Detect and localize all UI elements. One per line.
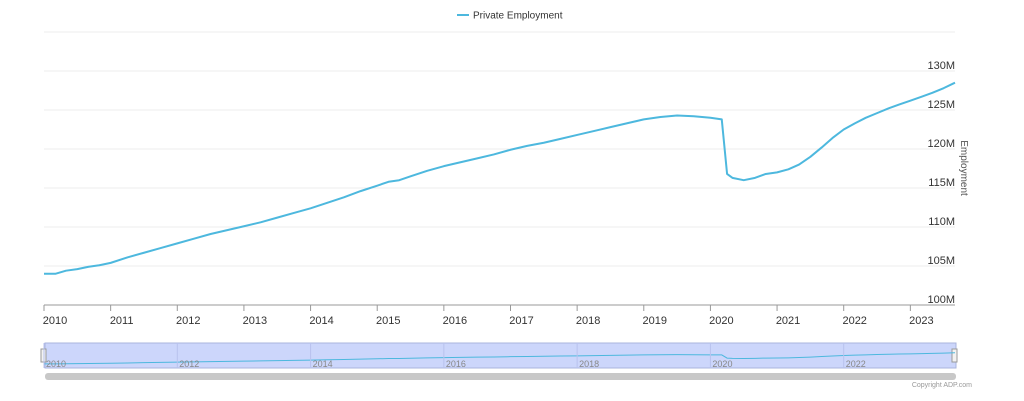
navigator-right-handle[interactable] [951,348,958,363]
x-tick-label: 2021 [776,315,800,327]
y-axis: 100M 105M 110M 115M 120M 125M 130M [927,60,955,306]
scrollbar[interactable] [45,373,956,380]
y-axis-title: Employment [958,140,969,196]
x-tick-label: 2019 [643,315,667,327]
x-tick-label: 2022 [842,315,866,327]
credits: Copyright ADP.com [912,382,972,389]
navigator-label: 2010 [46,359,66,369]
x-tick-label: 2010 [43,315,67,327]
navigator-series [44,352,956,365]
y-tick-label: 100M [927,294,955,306]
y-tick-label: 120M [927,138,955,150]
y-tick-label: 105M [927,255,955,267]
y-tick-label: 130M [927,60,955,72]
x-axis: 2010 2011 2012 2013 2014 2015 2016 2017 2018 2019… [43,304,955,327]
series-line-private-employment [44,81,956,275]
y-tick-label: 125M [927,99,955,111]
navigator-label: 2018 [579,359,599,369]
x-tick-label: 2023 [909,315,933,327]
x-tick-label: 2013 [243,315,267,327]
x-tick-label: 2016 [443,315,467,327]
x-tick-label: 2011 [110,315,134,327]
navigator-label: 2012 [179,359,199,369]
x-tick-label: 2017 [509,315,533,327]
x-tick-label: 2018 [576,315,600,327]
navigator[interactable]: 2010 2012 2014 2016 2018 2020 2022 [40,342,958,369]
legend-label: Private Employment [473,11,563,22]
x-tick-label: 2014 [309,315,333,327]
navigator-label: 2014 [313,359,333,369]
navigator-label: 2020 [712,359,732,369]
navigator-mask [44,342,957,369]
y-tick-label: 110M [928,216,955,228]
x-tick-label: 2012 [176,315,200,327]
x-tick-label: 2015 [376,315,400,327]
gridlines [44,31,955,306]
y-tick-label: 115M [928,177,955,189]
x-tick-label: 2020 [709,315,733,327]
legend-item[interactable]: Private Employment [457,11,563,22]
navigator-label: 2022 [846,359,866,369]
series-layer [44,81,956,275]
navigator-label: 2016 [446,359,466,369]
